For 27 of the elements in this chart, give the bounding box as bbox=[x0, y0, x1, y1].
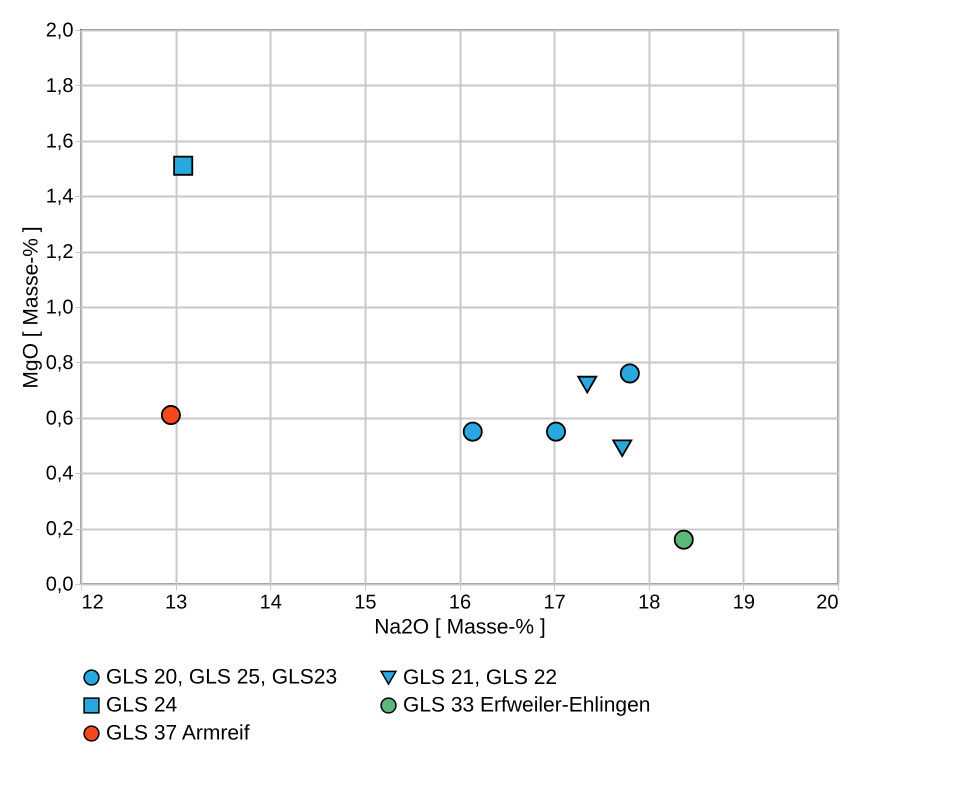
legend-label: GLS 20, GLS 25, GLS23 bbox=[106, 666, 338, 689]
legend-label: GLS 24 bbox=[106, 694, 178, 716]
legend-label: GLS 37 Armreif bbox=[106, 722, 250, 744]
y-tick-label: 1,0 bbox=[46, 296, 74, 318]
x-tick-label: 13 bbox=[165, 592, 188, 614]
x-tick-label: 18 bbox=[638, 592, 660, 614]
y-tick-label: 0,2 bbox=[46, 518, 74, 540]
legend-label: GLS 33 Erfweiler-Ehlingen bbox=[403, 694, 650, 716]
x-tick-label: 15 bbox=[354, 592, 376, 614]
y-tick-label: 0,8 bbox=[46, 352, 74, 374]
x-tick-label: 12 bbox=[82, 592, 104, 614]
y-tick-label: 0,0 bbox=[46, 574, 74, 596]
x-tick-label: 17 bbox=[544, 592, 566, 614]
y-tick-label: 2,0 bbox=[46, 20, 74, 42]
y-tick-label: 0,4 bbox=[46, 462, 74, 485]
y-tick-label: 1,4 bbox=[46, 186, 74, 208]
y-tick-label: 0,6 bbox=[46, 407, 74, 430]
x-tick-label: 19 bbox=[732, 592, 755, 614]
x-tick-label: 20 bbox=[816, 592, 838, 614]
y-tick-label: 1,6 bbox=[46, 130, 74, 152]
y-tick-label: 1,8 bbox=[46, 74, 74, 97]
x-axis-title: Na2O [ Masse-% ] bbox=[374, 616, 546, 638]
x-tick-label: 16 bbox=[448, 592, 472, 614]
x-tick-label: 14 bbox=[260, 592, 282, 614]
legend-label: GLS 21, GLS 22 bbox=[403, 666, 558, 689]
y-tick-label: 1,2 bbox=[46, 241, 74, 264]
y-axis-title: MgO [ Masse-% ] bbox=[20, 226, 43, 389]
